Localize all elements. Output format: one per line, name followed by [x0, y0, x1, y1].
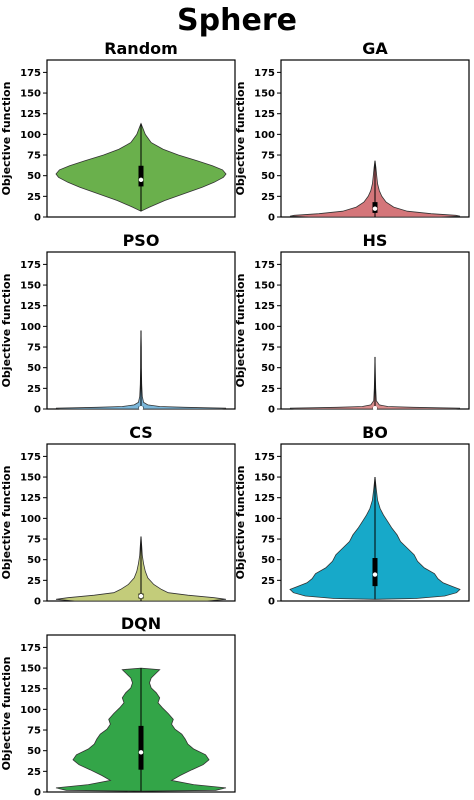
- y-tick-label: 150: [20, 473, 41, 484]
- y-tick-label: 50: [261, 555, 275, 566]
- figure-title: Sphere: [177, 3, 297, 38]
- y-tick-label: 150: [254, 473, 275, 484]
- y-axis-label: Objective function: [0, 274, 13, 388]
- y-tick-label: 0: [34, 213, 41, 224]
- median-marker: [372, 206, 378, 211]
- y-tick-label: 0: [268, 213, 275, 224]
- y-axis-label: Objective function: [0, 82, 13, 196]
- violin-panel-pso: PSO 0 25 50 75 100 125 150 175 Objective function: [0, 231, 236, 416]
- y-tick-label: 25: [27, 192, 41, 203]
- median-marker: [138, 177, 144, 183]
- y-tick-label: 50: [261, 363, 275, 374]
- y-tick-label: 75: [27, 726, 41, 737]
- y-tick-label: 50: [27, 171, 41, 182]
- iqr-box: [372, 558, 378, 587]
- y-tick-label: 50: [27, 555, 41, 566]
- median-marker: [372, 572, 378, 577]
- panel-title: HS: [363, 231, 388, 250]
- y-tick-label: 150: [20, 664, 41, 675]
- panel-title: Random: [104, 39, 178, 58]
- y-tick-label: 0: [34, 405, 41, 416]
- y-tick-label: 25: [261, 576, 275, 587]
- y-tick-label: 25: [27, 767, 41, 778]
- y-tick-label: 175: [254, 260, 275, 271]
- y-tick-label: 100: [254, 514, 275, 525]
- y-tick-label: 50: [27, 363, 41, 374]
- y-axis-label: Objective function: [0, 657, 13, 771]
- y-tick-label: 175: [20, 452, 41, 463]
- y-tick-label: 75: [27, 535, 41, 546]
- y-tick-label: 0: [268, 597, 275, 608]
- violin-panel-ga: GA 0 25 50 75 100 125 150 175 Objective function: [234, 39, 470, 224]
- y-tick-label: 100: [20, 130, 41, 141]
- y-tick-label: 125: [20, 109, 41, 120]
- y-tick-label: 25: [261, 384, 275, 395]
- y-tick-label: 0: [34, 788, 41, 799]
- y-tick-label: 175: [20, 643, 41, 654]
- y-tick-label: 0: [34, 597, 41, 608]
- y-tick-label: 50: [27, 746, 41, 757]
- y-tick-label: 75: [261, 343, 275, 354]
- y-tick-label: 100: [254, 322, 275, 333]
- panel-title: PSO: [123, 231, 160, 250]
- y-tick-label: 150: [20, 89, 41, 100]
- y-tick-label: 100: [20, 514, 41, 525]
- y-tick-label: 0: [268, 405, 275, 416]
- iqr-box: [138, 725, 144, 770]
- panel-title: BO: [362, 423, 388, 442]
- y-tick-label: 125: [20, 493, 41, 504]
- y-tick-label: 175: [20, 260, 41, 271]
- y-tick-label: 75: [27, 151, 41, 162]
- panel-title: DQN: [121, 614, 161, 633]
- y-tick-label: 75: [27, 343, 41, 354]
- median-marker: [138, 405, 144, 411]
- y-axis-label: Objective function: [0, 466, 13, 580]
- y-tick-label: 125: [254, 109, 275, 120]
- y-tick-label: 75: [261, 535, 275, 546]
- y-tick-label: 150: [254, 281, 275, 292]
- y-axis-label: Objective function: [234, 274, 247, 388]
- y-tick-label: 25: [27, 384, 41, 395]
- violin-panel-hs: HS 0 25 50 75 100 125 150 175 Objective function: [234, 231, 470, 416]
- y-tick-label: 100: [20, 322, 41, 333]
- iqr-box: [138, 165, 144, 187]
- y-tick-label: 125: [254, 493, 275, 504]
- median-marker: [138, 750, 144, 755]
- y-tick-label: 50: [261, 171, 275, 182]
- violin-panel-cs: CS 0 25 50 75 100 125 150 175 Objective function: [0, 423, 236, 608]
- y-tick-label: 25: [27, 576, 41, 587]
- violin-panel-dqn: DQN 0 25 50 75 100 125 150 175 Objective function: [0, 614, 236, 799]
- y-tick-label: 25: [261, 192, 275, 203]
- y-axis-label: Objective function: [234, 82, 247, 196]
- median-marker: [138, 593, 144, 599]
- y-tick-label: 100: [254, 130, 275, 141]
- y-tick-label: 125: [20, 684, 41, 695]
- y-tick-label: 175: [20, 68, 41, 79]
- violin-panel-bo: BO 0 25 50 75 100 125 150 175 Objective function: [234, 423, 470, 608]
- y-tick-label: 75: [261, 151, 275, 162]
- panel-title: CS: [129, 423, 153, 442]
- y-tick-label: 175: [254, 68, 275, 79]
- violin-panel-random: Random 0 25 50 75 100 125 150 175 Objective funct…: [0, 39, 236, 224]
- y-tick-label: 125: [254, 301, 275, 312]
- y-tick-label: 175: [254, 452, 275, 463]
- median-marker: [372, 405, 378, 411]
- y-tick-label: 100: [20, 705, 41, 716]
- y-tick-label: 125: [20, 301, 41, 312]
- y-axis-label: Objective function: [234, 466, 247, 580]
- panel-title: GA: [362, 39, 388, 58]
- y-tick-label: 150: [20, 281, 41, 292]
- y-tick-label: 150: [254, 89, 275, 100]
